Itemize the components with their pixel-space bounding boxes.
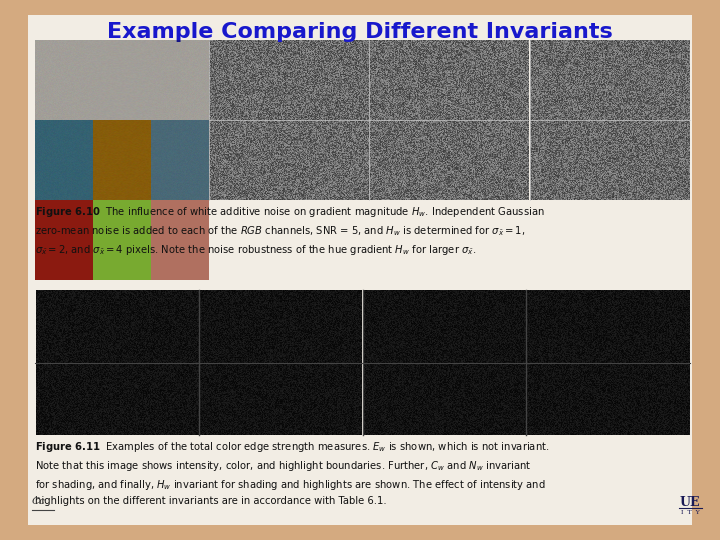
Bar <box>93 200 150 280</box>
Bar <box>150 200 209 280</box>
Text: $\bf{Figure\ 6.10}$  The influence of white additive noise on gradient magnitude: $\bf{Figure\ 6.10}$ The influence of whi… <box>35 205 545 257</box>
Text: Cc: Cc <box>32 497 46 507</box>
Text: UE: UE <box>680 496 701 509</box>
Bar <box>150 120 209 200</box>
Text: I  T  Y: I T Y <box>680 510 699 516</box>
Bar <box>35 200 93 280</box>
Bar <box>93 120 150 200</box>
Text: $\bf{Figure\ 6.11}$  Examples of the total color edge strength measures. $E_w$ i: $\bf{Figure\ 6.11}$ Examples of the tota… <box>35 440 549 506</box>
Text: Example Comparing Different Invariants: Example Comparing Different Invariants <box>107 22 613 42</box>
Bar <box>35 120 93 200</box>
